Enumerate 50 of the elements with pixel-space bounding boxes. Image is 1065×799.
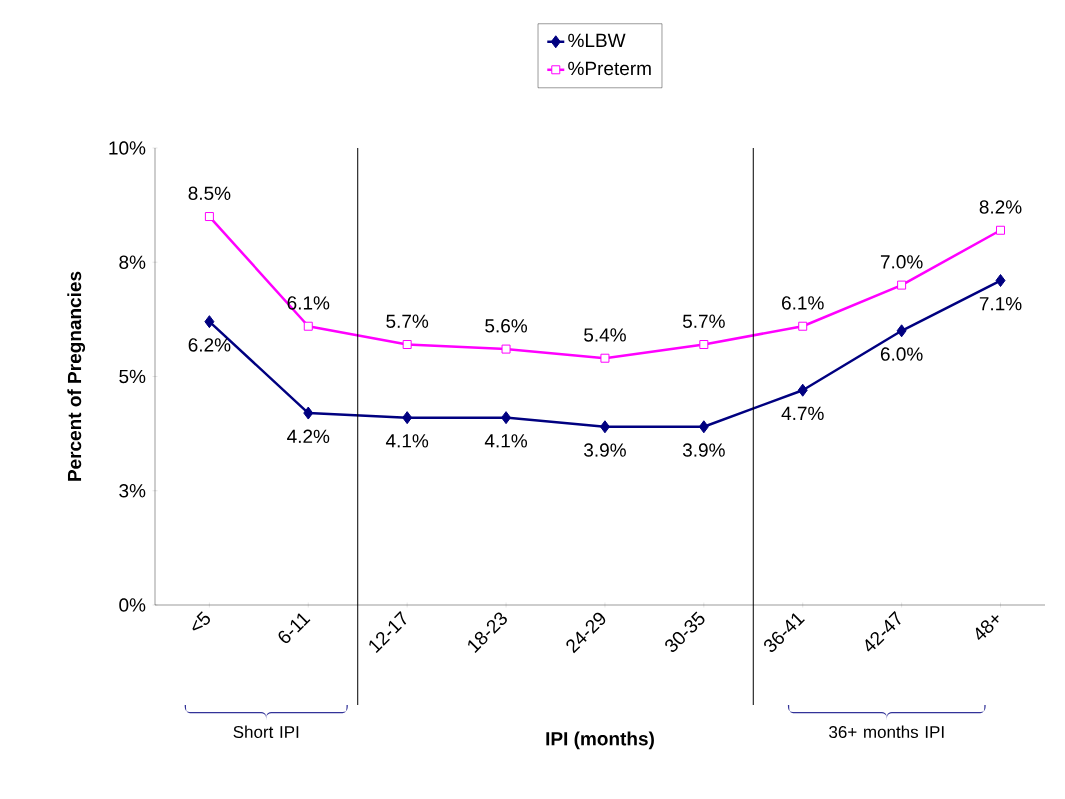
point <box>897 280 907 290</box>
data-label: 5.7% <box>386 314 429 328</box>
x-axis-title: IPI (months) <box>546 731 654 750</box>
text: 36+ months IPI <box>829 725 944 739</box>
point <box>699 340 709 350</box>
point <box>501 344 511 354</box>
data-label: 7.1% <box>979 297 1022 311</box>
data-label: 6.2% <box>188 338 231 352</box>
y-axis-title: Percent of Pregnancies <box>67 271 86 481</box>
x-tick-label: <5 <box>192 611 211 631</box>
point <box>798 321 808 331</box>
point <box>204 212 214 222</box>
data-label: 5.6% <box>485 319 528 333</box>
point <box>599 420 610 434</box>
point <box>303 321 313 331</box>
point <box>896 324 907 338</box>
data-label: 3.9% <box>682 443 725 457</box>
data-label: 4.2% <box>287 429 330 443</box>
data-label: 7.0% <box>880 255 923 269</box>
data-label: 6.1% <box>782 296 824 310</box>
point <box>402 340 412 350</box>
point <box>402 411 413 425</box>
point <box>600 353 610 363</box>
x-tick-label: 6-11 <box>278 613 311 643</box>
point <box>698 420 709 434</box>
point <box>204 315 215 329</box>
data-label: 3.9% <box>584 443 626 457</box>
text: Short IPI <box>233 725 299 739</box>
y-tick-label: 3% <box>119 484 146 498</box>
y-tick-label: 10% <box>109 141 146 155</box>
data-label: 4.1% <box>385 434 429 448</box>
point <box>797 383 808 397</box>
y-tick-label: 0% <box>119 598 146 612</box>
point <box>303 406 314 420</box>
point <box>996 225 1005 235</box>
data-label: 8.2% <box>979 200 1022 214</box>
legend-label: %Preterm <box>568 61 651 76</box>
y-tick-label: 8% <box>119 255 146 269</box>
point <box>995 274 1006 288</box>
data-label: 8.5% <box>188 186 231 201</box>
data-label: 6.0% <box>880 347 923 361</box>
data-label: 6.1% <box>287 296 330 310</box>
data-label: 5.4% <box>584 328 626 342</box>
y-tick-label: 5% <box>119 369 146 384</box>
legend-label: %LBW <box>568 33 626 48</box>
data-label: 4.7% <box>781 406 824 421</box>
data-label: 4.1% <box>484 434 528 448</box>
x-tick-label: 48+ <box>975 615 999 640</box>
point <box>501 411 512 425</box>
data-label: 5.7% <box>682 314 725 328</box>
